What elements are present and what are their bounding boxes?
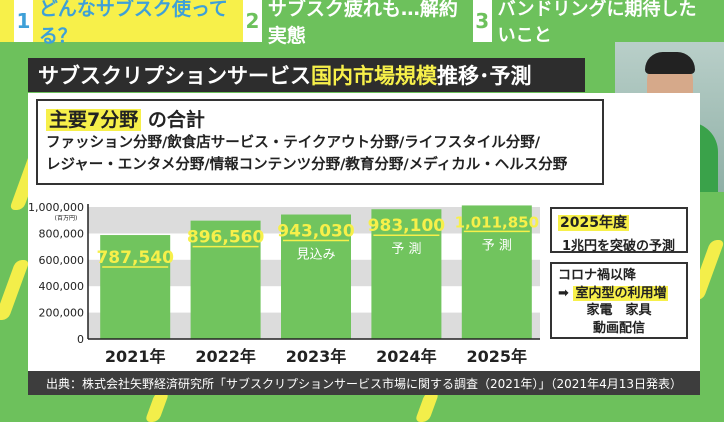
tab-label: サブスク疲れも…解約実態 [267, 0, 458, 47]
y-tick-label: 800,000 [39, 227, 85, 240]
bar [190, 220, 261, 339]
arrow-right-icon: ➡ [558, 285, 569, 301]
bar-note: 見込み [296, 248, 335, 263]
note-highlight: 室内型の利用増 [573, 285, 669, 301]
tab-1[interactable]: 1 どんなサブスク使ってる？ [0, 0, 243, 47]
note-box-2025: 2025年度 1兆円を突破の予測 [550, 207, 688, 254]
scope-heading: の合計 [141, 109, 205, 131]
bar [461, 205, 532, 339]
x-tick-label: 2025年 [467, 347, 528, 366]
scope-line: レジャー・エンタメ分野/情報コンテンツ分野/教育分野/メディカル・ヘルス分野 [46, 157, 568, 173]
note-text: 1兆円を突破の予測 [562, 239, 676, 254]
bar-value-label: 896,560 [187, 228, 265, 248]
tab-number: 3 [472, 0, 492, 42]
scope-box: 主要7分野 の合計 ファッション分野/飲食店サービス・テイクアウト分野/ライフス… [36, 99, 604, 185]
title-highlight: 国内市場規模 [311, 64, 437, 88]
bar-note: 予 測 [391, 242, 421, 257]
x-tick-label: 2022年 [195, 347, 256, 366]
y-axis-unit: (百万円) [55, 215, 78, 222]
x-tick-label: 2021年 [105, 347, 166, 366]
scope-highlight: 主要7分野 [46, 109, 142, 131]
tab-number: 1 [14, 0, 33, 42]
tab-2[interactable]: 2 サブスク疲れも…解約実態 [243, 0, 473, 47]
bar [100, 235, 171, 339]
y-tick-label: 0 [77, 333, 84, 346]
note-box-covid: コロナ禍以降 ➡ 室内型の利用増 家電 家具 動画配信 [550, 262, 688, 339]
note-text: 家電 家具 [586, 303, 652, 318]
tab-3[interactable]: 3 バンドリングに期待したいこと [472, 0, 724, 46]
note-text: コロナ禍以降 [558, 268, 637, 283]
y-tick-label: 400,000 [39, 280, 85, 293]
bar-value-label: 943,030 [277, 222, 355, 242]
tab-number: 2 [243, 0, 262, 42]
bar-chart: 0 200,000 400,000 600,000 800,000 1,000,000(百… [28, 201, 540, 366]
segment-tabs: 1 どんなサブスク使ってる？ 2 サブスク疲れも…解約実態 3 バンドリングに期待した… [0, 0, 724, 47]
page-title: サブスクリプションサービス 国内市場規模 推移･予測 [28, 58, 585, 92]
title-main: サブスクリプションサービス [38, 64, 311, 88]
y-tick-label: 200,000 [39, 307, 85, 320]
bar [371, 209, 442, 339]
bar-value-label: 1,011,850 [455, 213, 539, 231]
bar-value-label: 787,540 [96, 248, 174, 268]
x-tick-label: 2024年 [376, 347, 437, 366]
bar-note: 予 測 [482, 238, 512, 253]
y-tick-label: 1,000,000 [28, 201, 84, 214]
title-rest: 推移･予測 [437, 64, 532, 88]
tab-label: バンドリングに期待したいこと [497, 0, 697, 46]
bar-value-label: 983,100 [368, 216, 446, 236]
note-highlight: 2025年度 [558, 215, 629, 231]
bar [281, 214, 351, 339]
source-footer: 出典：株式会社矢野経済研究所「サブスクリプションサービス市場に関する調査（202… [28, 371, 700, 395]
note-text: 動画配信 [592, 320, 645, 336]
x-tick-label: 2023年 [286, 347, 347, 366]
scope-line: ファッション分野/飲食店サービス・テイクアウト分野/ライフスタイル分野/ [46, 135, 541, 151]
tab-label: どんなサブスク使ってる？ [38, 0, 228, 47]
y-tick-label: 600,000 [39, 254, 85, 267]
